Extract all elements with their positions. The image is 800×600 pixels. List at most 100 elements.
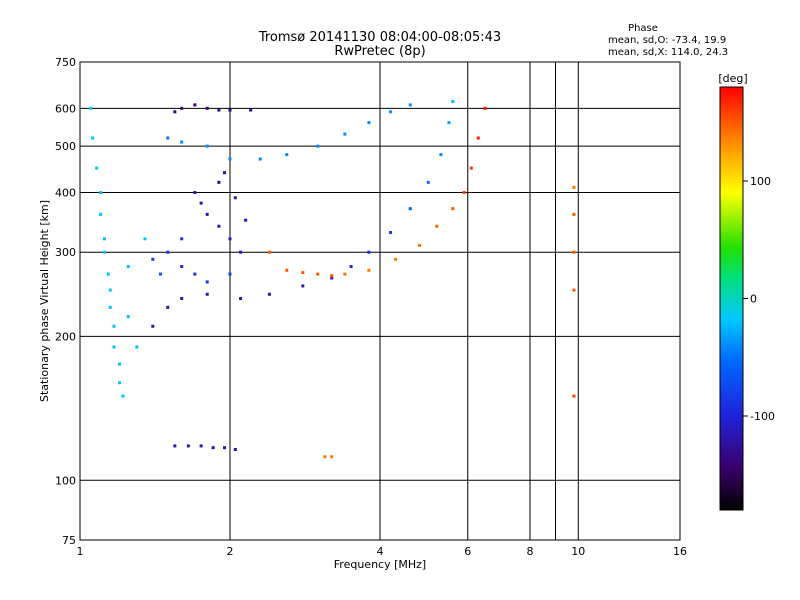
data-point [343, 272, 347, 276]
data-point [389, 110, 393, 114]
colorbar-ticks: 100 0 -100 [743, 175, 775, 423]
data-point [143, 237, 147, 241]
data-point [267, 292, 271, 296]
x-axis-label: Frequency [MHz] [334, 558, 426, 571]
data-point [239, 250, 243, 254]
data-point [267, 250, 271, 254]
data-point [572, 394, 576, 398]
data-point [349, 265, 353, 269]
data-point [572, 250, 576, 254]
data-point [476, 136, 480, 140]
data-point [199, 444, 203, 448]
data-point [417, 243, 421, 247]
data-point [117, 381, 121, 385]
data-point [258, 157, 262, 161]
data-point [301, 271, 305, 275]
y-axis-label: Stationary phase Virtual Height [km] [38, 200, 51, 402]
data-point [108, 288, 112, 292]
data-point [199, 201, 203, 205]
data-point [205, 144, 209, 148]
data-point [447, 121, 451, 125]
colorbar-unit: [deg] [718, 72, 747, 85]
data-point [439, 153, 443, 157]
data-point [158, 272, 162, 276]
data-point [180, 297, 184, 301]
data-point [330, 455, 334, 459]
data-point [103, 237, 107, 241]
data-point [239, 297, 243, 301]
data-point [408, 103, 412, 107]
data-point [462, 190, 466, 194]
data-point [180, 265, 184, 269]
data-point [244, 218, 248, 222]
data-point [112, 324, 116, 328]
data-point [166, 136, 170, 140]
data-point [180, 140, 184, 144]
data-point [451, 100, 455, 104]
data-point [180, 106, 184, 110]
data-point [173, 444, 177, 448]
data-point [228, 272, 232, 276]
y-tick-label: 600 [55, 102, 76, 115]
data-point [205, 280, 209, 284]
x-tick-label: 10 [571, 545, 585, 558]
data-point [228, 157, 232, 161]
stats-x-line: mean, sd,X: 114.0, 24.3 [608, 47, 728, 58]
stats-heading: Phase [628, 23, 658, 34]
data-point [285, 268, 289, 272]
colorbar-tick-label: 0 [750, 293, 757, 306]
data-point [426, 180, 430, 184]
data-point [173, 110, 177, 114]
data-point [166, 305, 170, 309]
data-point [91, 136, 95, 140]
data-point [233, 447, 237, 451]
data-point [233, 196, 237, 200]
y-tick-label: 400 [55, 186, 76, 199]
data-point [217, 108, 221, 112]
data-point [205, 212, 209, 216]
data-point [435, 224, 439, 228]
y-tick-label: 75 [62, 534, 76, 547]
data-point [367, 121, 371, 125]
x-tick-label: 4 [377, 545, 384, 558]
y-tick-label: 300 [55, 246, 76, 259]
y-tick-label: 200 [55, 330, 76, 343]
y-tick-labels: 75 100 200 300 400 500 600 750 [55, 56, 76, 547]
data-point [151, 257, 155, 261]
data-point [193, 272, 197, 276]
stats-o-line: mean, sd,O: -73.4, 19.9 [608, 35, 726, 46]
data-point [451, 207, 455, 211]
grid-lines [80, 62, 680, 540]
data-point [180, 237, 184, 241]
data-point [151, 324, 155, 328]
x-tick-label: 2 [227, 545, 234, 558]
data-point [343, 132, 347, 136]
colorbar-tick-label: 100 [750, 175, 771, 188]
x-tick-label: 16 [673, 545, 687, 558]
chart-title: Tromsø 20141130 08:04:00-08:05:43 [258, 30, 501, 45]
data-point [205, 106, 209, 110]
data-point [572, 212, 576, 216]
data-point [316, 272, 320, 276]
x-tick-labels: 1 2 4 6 8 10 16 [77, 545, 688, 558]
data-point [126, 265, 130, 269]
y-tick-label: 750 [55, 56, 76, 69]
y-tick-label: 500 [55, 140, 76, 153]
data-point [95, 166, 99, 170]
data-points [89, 100, 576, 459]
data-point [367, 250, 371, 254]
data-point [330, 276, 334, 280]
data-point [211, 446, 215, 450]
data-point [367, 268, 371, 272]
data-point [316, 144, 320, 148]
data-point [223, 446, 227, 450]
data-point [217, 224, 221, 228]
data-point [103, 250, 107, 254]
data-point [217, 180, 221, 184]
data-point [117, 362, 121, 366]
y-tick-label: 100 [55, 474, 76, 487]
data-point [572, 185, 576, 189]
x-tick-label: 6 [464, 545, 471, 558]
data-point [285, 153, 289, 157]
